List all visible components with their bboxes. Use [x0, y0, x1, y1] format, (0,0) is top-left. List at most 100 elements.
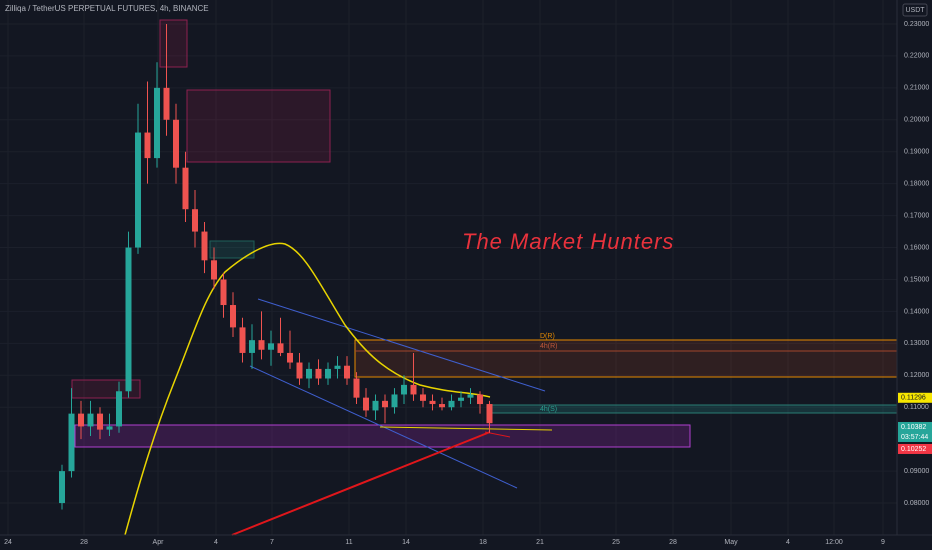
- price-label-bg: [898, 443, 932, 454]
- x-tick-label: 18: [479, 539, 487, 546]
- y-tick-label: 0.14000: [904, 308, 929, 315]
- candle-body: [401, 384, 407, 395]
- y-tick-label: 0.08000: [904, 500, 929, 507]
- y-tick-label: 0.13000: [904, 340, 929, 347]
- x-tick-label: 21: [536, 539, 544, 546]
- candle-body: [87, 413, 94, 427]
- candle-body: [239, 327, 246, 353]
- candle-body: [467, 394, 474, 398]
- trend-line: [379, 426, 553, 431]
- y-tick-label: 0.19000: [904, 149, 929, 156]
- price-label: 0.10382: [901, 424, 926, 431]
- candle-body: [372, 400, 379, 411]
- candle-body: [220, 279, 227, 306]
- axes: 0.08000 0.09000 0.11000 0.12000 0.13000 0.140…: [4, 21, 932, 546]
- candle-body: [97, 413, 103, 430]
- candle-body: [154, 87, 160, 159]
- trend-line: [231, 431, 491, 536]
- candle-body: [211, 260, 217, 280]
- support-zone: [74, 424, 691, 448]
- candle-body: [439, 404, 445, 408]
- candle-body: [106, 426, 113, 430]
- y-tick-label: 0.15000: [904, 276, 929, 283]
- candle-body: [78, 413, 84, 427]
- x-tick-label: 9: [881, 539, 885, 546]
- price-label-bg: [898, 421, 932, 442]
- zone-label: D(R): [540, 333, 555, 340]
- y-tick-label: 0.16000: [904, 244, 929, 251]
- candle-body: [173, 119, 179, 168]
- candle-body: [391, 394, 398, 408]
- x-tick-label: 11: [345, 539, 352, 546]
- watermark: The Market Hunters: [462, 229, 674, 254]
- candle-body: [296, 362, 303, 379]
- x-tick-label: 4: [786, 539, 790, 546]
- y-tick-label: 0.22000: [904, 53, 929, 60]
- y-tick-label: 0.21000: [904, 85, 929, 92]
- candle-body: [68, 413, 75, 472]
- countdown: 03:57:44: [901, 434, 928, 441]
- y-tick-label: 0.20000: [904, 117, 929, 124]
- x-tick-label: 24: [4, 539, 12, 546]
- y-tick-label: 0.12000: [904, 372, 929, 379]
- candle-body: [230, 305, 236, 328]
- candle-body: [249, 340, 255, 353]
- currency: USDT: [905, 7, 925, 14]
- currency-badge: [902, 3, 928, 17]
- y-tick-label: 0.18000: [904, 181, 929, 188]
- candle-body: [258, 340, 265, 350]
- x-tick-label: 7: [270, 539, 274, 546]
- x-tick-label: 28: [80, 539, 88, 546]
- channel-line: [257, 298, 546, 392]
- candle-body: [268, 343, 274, 350]
- x-tick-label: May: [724, 539, 738, 546]
- candle-body: [116, 391, 122, 427]
- y-tick-label: 0.11000: [904, 404, 929, 411]
- candle-body: [306, 368, 312, 379]
- candle-body: [163, 87, 170, 120]
- zone: [186, 89, 331, 163]
- price-label: 0.10252: [901, 446, 926, 453]
- candle-body: [363, 397, 369, 411]
- candle-body: [429, 400, 436, 405]
- resistance-zone: [354, 339, 898, 378]
- candle-body: [192, 209, 198, 232]
- x-tick-label: 28: [669, 539, 677, 546]
- candle-body: [458, 397, 464, 401]
- zone-label: 4h(R): [540, 343, 558, 350]
- candle-body: [144, 132, 151, 159]
- y-tick-label: 0.23000: [904, 21, 929, 28]
- candle-body: [277, 343, 284, 353]
- candle-body: [353, 378, 360, 398]
- candle-body: [410, 384, 417, 395]
- trend-line: [484, 431, 511, 438]
- zone: [209, 240, 255, 259]
- candle-body: [315, 368, 322, 379]
- price-label: 0.11296: [901, 395, 926, 402]
- y-tick-label: 0.17000: [904, 212, 929, 219]
- x-tick-label: 25: [612, 539, 620, 546]
- candle-body: [182, 167, 189, 210]
- x-tick-label: 4: [214, 539, 218, 546]
- candle-body: [201, 231, 208, 261]
- moving-average: [124, 242, 491, 536]
- candle-body: [477, 394, 483, 405]
- zone: [159, 19, 188, 68]
- candle-body: [135, 132, 141, 248]
- candle-body: [334, 365, 341, 369]
- candle-body: [125, 247, 132, 392]
- candle-body: [325, 368, 331, 379]
- x-tick-label: 14: [402, 539, 410, 546]
- y-tick-label: 0.09000: [904, 468, 929, 475]
- zone-label: 4h(S): [540, 406, 557, 413]
- candle-body: [420, 394, 426, 401]
- x-tick-label: Apr: [153, 539, 165, 546]
- candle-body: [486, 404, 493, 424]
- chart-title: Zilliqa / TetherUS PERPETUAL FUTURES, 4h…: [5, 4, 209, 13]
- candle-body: [287, 352, 293, 363]
- price-label-bg: [898, 392, 932, 403]
- candle-body: [382, 400, 388, 408]
- candle-body: [448, 400, 455, 408]
